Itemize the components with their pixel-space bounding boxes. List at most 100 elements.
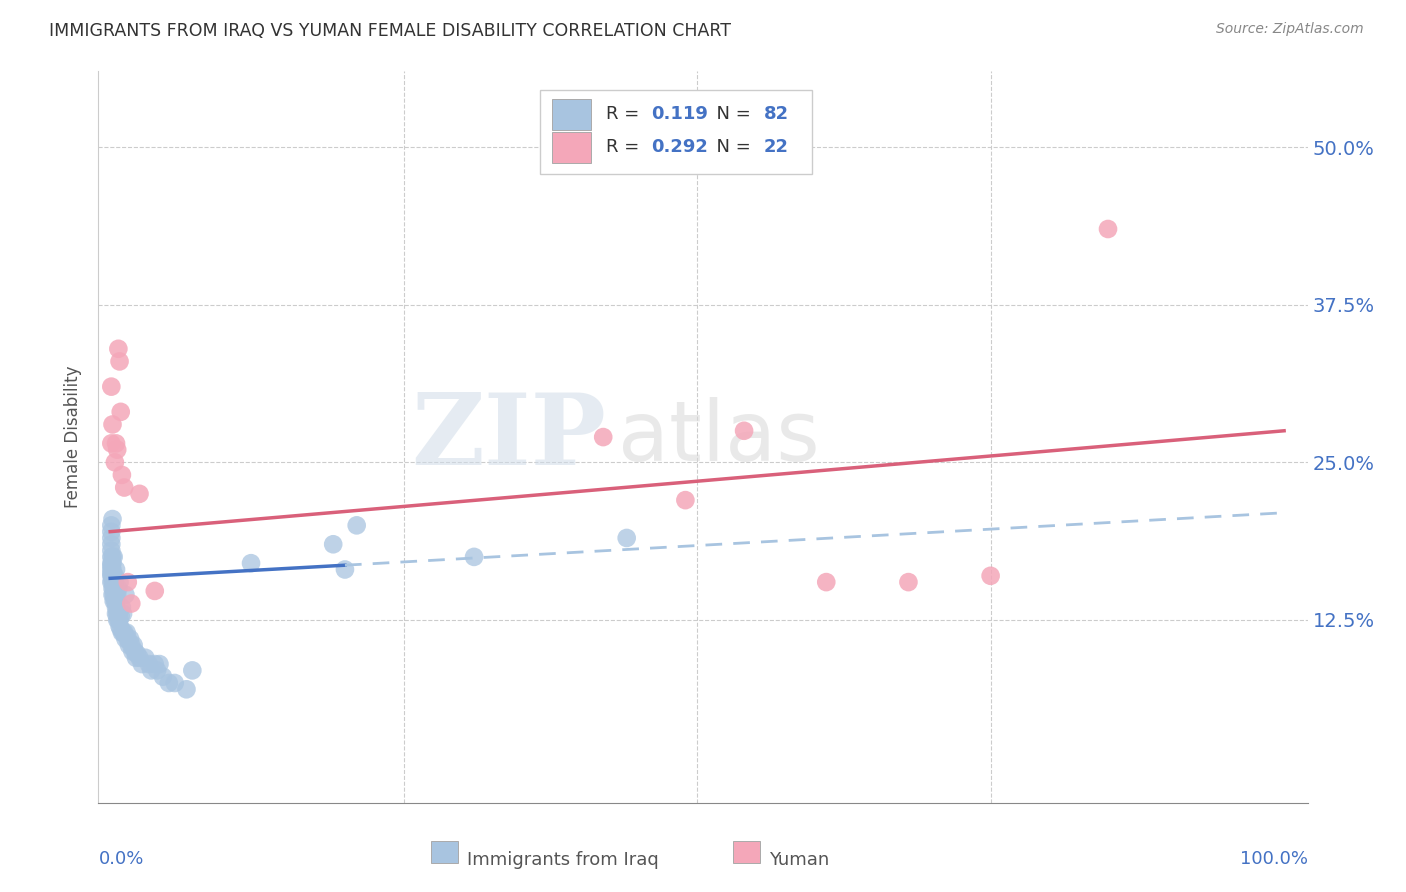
Bar [432,841,457,863]
Point [100,537,122,551]
Text: N =: N = [706,104,756,123]
Point [103,549,125,564]
Point [112,625,135,640]
Point [120,632,142,646]
Point [103,594,125,608]
Point [122,638,145,652]
Point [101,556,124,570]
Point [103,569,125,583]
Point [100,558,122,573]
Point [100,524,122,539]
Point [616,531,638,545]
Text: 0.0%: 0.0% [98,850,143,868]
Text: Source: ZipAtlas.com: Source: ZipAtlas.com [1216,22,1364,37]
Point [105,436,128,450]
Point [128,650,150,665]
Text: R =: R = [606,137,645,156]
Point [108,354,131,368]
Point [101,588,124,602]
Point [346,518,368,533]
Point [673,493,696,508]
Point [100,549,122,564]
Point [114,588,136,602]
Point [141,664,163,678]
Point [111,600,134,615]
Point [100,569,122,583]
Point [181,664,204,678]
Point [104,594,127,608]
Point [112,481,135,495]
Point [107,613,129,627]
Point [125,650,148,665]
Text: 0.119: 0.119 [651,104,707,123]
Point [134,650,156,665]
Point [104,575,127,590]
Point [105,442,128,457]
Point [127,647,149,661]
Point [103,588,125,602]
FancyBboxPatch shape [540,90,811,174]
Point [333,562,356,576]
Point [110,622,132,636]
Point [176,682,198,697]
Point [111,467,134,482]
Text: atlas: atlas [619,397,820,477]
Point [108,613,131,627]
Point [100,566,122,581]
Point [152,670,174,684]
Text: 82: 82 [763,104,789,123]
Point [112,625,135,640]
Point [108,619,131,633]
Point [146,664,169,678]
Point [100,575,122,590]
Point [104,569,127,583]
Bar [551,132,591,163]
Point [101,569,124,583]
Point [980,569,1002,583]
Text: R =: R = [606,104,645,123]
Point [105,588,128,602]
Point [143,657,166,671]
Point [111,625,134,640]
Point [105,562,128,576]
Point [103,582,125,596]
Point [105,607,128,621]
Point [105,600,128,615]
Point [101,512,124,526]
Bar [734,841,759,863]
Point [105,613,128,627]
Point [101,562,124,576]
Point [463,549,485,564]
Point [107,342,129,356]
Point [112,607,135,621]
Point [100,436,122,450]
Point [100,518,122,533]
Point [138,657,160,671]
Text: 22: 22 [763,137,789,156]
Point [107,607,129,621]
Point [148,657,170,671]
Point [120,597,142,611]
Point [108,575,131,590]
Text: 100.0%: 100.0% [1240,850,1308,868]
Point [115,625,138,640]
Point [100,543,122,558]
Point [105,594,128,608]
Point [104,588,127,602]
Point [114,632,136,646]
Y-axis label: Female Disability: Female Disability [65,366,83,508]
Point [104,455,127,469]
Point [143,583,166,598]
Point [120,638,142,652]
Point [103,575,125,590]
Point [815,575,838,590]
Point [592,430,614,444]
Point [322,537,344,551]
Point [117,575,139,590]
Point [118,638,141,652]
Point [157,676,180,690]
Point [105,588,128,602]
Point [101,575,124,590]
Text: ZIP: ZIP [412,389,606,485]
Bar [551,99,591,130]
